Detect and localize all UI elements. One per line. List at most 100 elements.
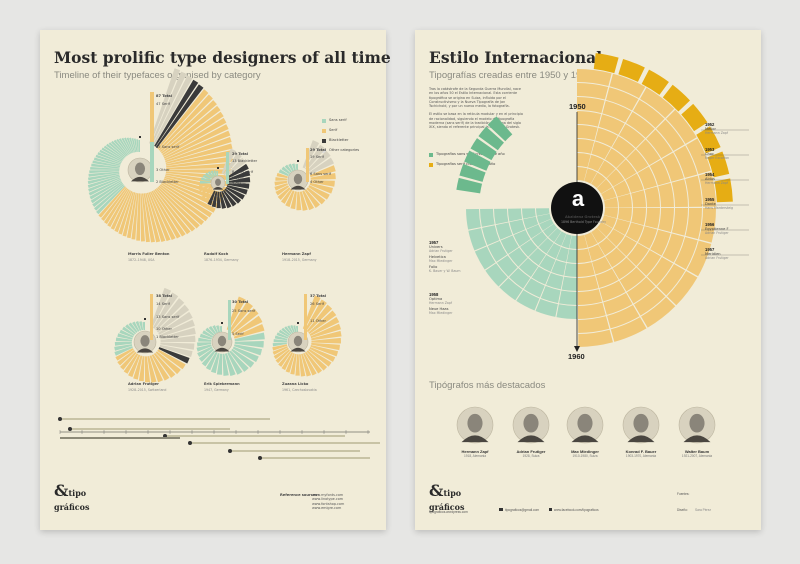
serif-cell [595, 268, 619, 288]
frutiger-portrait-face [140, 335, 150, 347]
koch-spiral-bar [199, 180, 211, 184]
serif-cell [609, 73, 646, 99]
site-link[interactable]: tipograficos.wordpress.com [429, 510, 468, 514]
benton-spiral-bar [110, 190, 131, 230]
licko-spiral-bar [304, 351, 323, 374]
sans-cell [499, 277, 523, 301]
serif-cell [577, 139, 595, 154]
benton-spiral-bar [88, 173, 120, 181]
serif-cell [626, 277, 656, 304]
serif-cell [625, 173, 644, 193]
benton-spiral-bar [159, 100, 217, 153]
benton-spiral-marker [139, 136, 141, 138]
benton-spiral-bar [129, 137, 135, 153]
serif-cell [619, 267, 646, 292]
timeline-bar [260, 457, 370, 459]
serif-cell [671, 208, 688, 236]
koch-spiral-bar [222, 189, 237, 207]
facebook-link[interactable]: www.facebook.com/tipograficos [549, 508, 599, 512]
licko-portrait-face [293, 335, 303, 347]
serif-label: 5 Serif [232, 332, 244, 336]
year-label: 1952 [705, 122, 715, 127]
serif-cell [595, 127, 618, 148]
serif-cell [610, 317, 647, 342]
benton-spiral-bar [87, 174, 120, 185]
font-author: Hermann Zapf [429, 301, 453, 305]
koch-spiral-bar [207, 190, 216, 206]
benton-spiral-bar [145, 192, 161, 243]
serif-cell [612, 257, 636, 280]
designer-name: Adrian Frutiger [128, 382, 159, 386]
timeline-dot [58, 417, 62, 421]
sans-cell [543, 223, 558, 237]
legend-swatch-serif [322, 129, 326, 133]
sans-cell [528, 247, 546, 266]
koch-spiral-bar [211, 191, 218, 208]
spiekermann-portrait-body [214, 347, 230, 352]
koch-spiral-bar [199, 183, 211, 188]
serif-cell [591, 227, 606, 244]
sans-highlight [470, 138, 497, 161]
benton-spiral-bar [113, 139, 128, 156]
licko-spiral-bar [272, 342, 287, 347]
serif-cell [577, 275, 599, 291]
font-author: Adrian Frutiger [429, 249, 453, 253]
source-link[interactable]: www.fontshop.com [312, 501, 345, 506]
sans-highlight [459, 163, 486, 182]
licko-spiral-bar [295, 354, 300, 376]
benton-spiral-bar [157, 89, 209, 150]
spiekermann-spiral-bar [232, 346, 259, 363]
benton-spiral-bar [88, 178, 121, 196]
source-link[interactable]: www.myfonts.com [312, 493, 344, 497]
designer-info: 1903-1970, Alemania [625, 454, 657, 458]
designer-info: 1918–2015, Germany [282, 258, 317, 262]
benton-spiral-bar [88, 171, 120, 177]
source-link[interactable]: www.linotype.com [312, 497, 344, 502]
sans-cell [566, 249, 577, 263]
serif-cell [626, 149, 649, 173]
email-link[interactable]: tipograficos@gmail.com [499, 508, 539, 512]
benton-spiral-bar [138, 140, 140, 153]
zapf-spiral-bar [278, 169, 289, 177]
zapf-spiral-bar [275, 177, 288, 181]
serif-cell [577, 97, 605, 114]
timeline-bar [70, 428, 230, 430]
designer-card: Konrad F. Bauer 1903-1970, Alemania [611, 449, 671, 458]
zapf-spiral-bar [305, 144, 326, 171]
sans-cell [536, 208, 550, 216]
zapf-spiral-bar [281, 166, 291, 175]
center-letter: a [571, 186, 585, 211]
spiekermann-spiral-bar [215, 325, 220, 333]
zapf-spiral-bar [310, 180, 335, 187]
year-end: 1960 [568, 352, 585, 361]
serif-highlight [662, 84, 690, 112]
frutiger-spiral-bar [153, 352, 176, 378]
serif-cell [686, 138, 711, 175]
zapf-spiral-bar [304, 189, 320, 208]
benton-spiral-bar [136, 139, 139, 153]
serif-cell [631, 190, 646, 208]
benton-spiral-bar [154, 189, 191, 235]
serif-cell [605, 148, 626, 169]
serif-cell [650, 229, 671, 256]
source-link[interactable]: www.emigre.com [312, 505, 342, 510]
frutiger-spiral-bar [119, 329, 134, 338]
koch-spiral-bar [202, 174, 212, 181]
serif-cell [666, 271, 698, 306]
serif-highlight [641, 69, 669, 95]
serif-highlight [593, 53, 619, 74]
sans-cell [523, 278, 545, 298]
serif-cell [617, 193, 632, 208]
sans-cell [523, 216, 539, 230]
spiekermann-spiral-bar [232, 315, 263, 337]
zapf-total-bar [306, 148, 309, 182]
koch-spiral-bar [226, 185, 248, 195]
designer-card: Adrian Frutiger 1928, Suiza [501, 449, 561, 458]
blackletter-label: 13 Blackletter [232, 159, 258, 163]
font-name: Melior [705, 127, 716, 131]
total-label: 87 Total [156, 94, 173, 98]
timeline-dot [188, 441, 192, 445]
sans-cell [556, 304, 577, 319]
frutiger-spiral-bar [159, 344, 193, 357]
licko-spiral-bar [303, 352, 317, 376]
